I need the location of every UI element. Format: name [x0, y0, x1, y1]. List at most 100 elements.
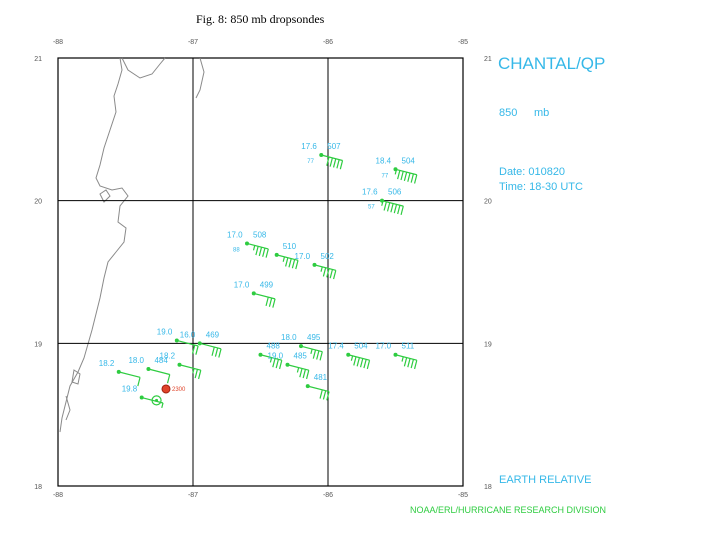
- barb-feather: [403, 171, 408, 182]
- barb-feather: [272, 298, 276, 308]
- height-label: 510: [283, 242, 297, 251]
- lon-tick-label: -88: [53, 492, 63, 499]
- dropsonde-station: 17.0 508 88: [227, 230, 269, 258]
- height-label: 506: [388, 188, 402, 197]
- dropsonde-station: 488: [258, 342, 283, 370]
- barb-feather: [278, 360, 283, 370]
- barb-feather: [288, 258, 292, 268]
- barb-feather: [265, 296, 269, 306]
- level-unit: mb: [534, 107, 550, 119]
- temperature-label: 17.4: [328, 342, 344, 351]
- barb-feather: [363, 359, 367, 369]
- dropsonde-station: 19.0: [157, 327, 199, 355]
- dropsonde-station: 17.6 507 77: [301, 142, 344, 170]
- lon-tick-label: -86: [323, 492, 333, 499]
- barb-feather: [403, 357, 408, 367]
- barb-feather: [332, 158, 337, 168]
- barb-feather: [194, 369, 198, 379]
- dropsonde-station: 18.4 504 77: [376, 156, 418, 184]
- center-fix-label: 2300: [172, 387, 186, 393]
- temperature-label: 18.2: [160, 352, 176, 361]
- lon-tick-label: -86: [323, 39, 333, 46]
- lat-tick-label: 20: [34, 199, 42, 206]
- barb-shaft: [348, 354, 370, 361]
- barb-shaft: [118, 371, 141, 378]
- barb-half-feather: [296, 367, 300, 373]
- height-label: 469: [206, 330, 220, 339]
- height-label: 495: [307, 333, 321, 342]
- barb-feather: [386, 202, 391, 212]
- barb-feather: [397, 170, 401, 180]
- dropsonde-station: 18.0 484: [128, 356, 171, 384]
- barb-feather: [397, 205, 401, 215]
- temperature-label: 17.0: [227, 230, 243, 239]
- barb-feather: [336, 159, 340, 169]
- temperature-label: 17.0: [295, 252, 311, 261]
- barb-feather: [166, 374, 171, 384]
- storm-center-fix: [161, 384, 171, 394]
- barb-feather: [316, 350, 320, 360]
- barb-feather: [326, 156, 330, 166]
- barb-feather: [191, 344, 196, 354]
- barb-feather: [285, 257, 289, 267]
- dropsonde-station: 17.4 504: [328, 342, 371, 370]
- barb-feather: [410, 359, 414, 369]
- dropsonde-station: 18.2: [99, 359, 141, 387]
- barb-feather: [329, 269, 333, 279]
- height-label: 511: [402, 342, 415, 351]
- barb-shaft: [179, 364, 201, 371]
- barb-feather: [407, 358, 411, 368]
- barb-feather: [339, 160, 344, 170]
- lon-tick-label: -85: [458, 39, 468, 46]
- axis-ticks: -88 -88 -87 -87 -86 -86 -85 -85 21 21 20 20 19 19 18 18: [34, 39, 492, 499]
- barb-feather: [214, 347, 219, 357]
- eye-dot: [155, 398, 159, 402]
- dropsonde-station: 17.0 499: [234, 280, 276, 308]
- barb-feather: [359, 358, 364, 368]
- lat-tick-label: 18: [484, 484, 492, 491]
- eye-ring: [151, 395, 162, 406]
- dropsonde-station: 17.6 506 57: [362, 188, 404, 216]
- barb-feather: [390, 203, 394, 213]
- barb-feather: [366, 360, 371, 370]
- temperature-label: 17.6: [362, 188, 378, 197]
- temperature-label: 18.0: [281, 333, 297, 342]
- height-label: 488: [267, 342, 281, 351]
- temperature-label: 17.6: [301, 142, 317, 151]
- temperature-label: 19.0: [268, 352, 284, 361]
- barb-feather: [393, 204, 398, 214]
- barb-feather: [400, 205, 404, 216]
- credit-line: NOAA/ERL/HURRICANE RESEARCH DIVISION: [410, 505, 607, 515]
- dewpoint-label: 88: [233, 247, 240, 253]
- dewpoint-label: 77: [307, 159, 314, 165]
- barb-half-feather: [401, 356, 404, 362]
- lon-tick-label: -88: [53, 39, 63, 46]
- barb-feather: [305, 370, 310, 380]
- lon-tick-label: -87: [188, 39, 198, 46]
- dropsonde-station: 481: [305, 373, 330, 401]
- barb-feather: [291, 259, 296, 269]
- barb-feather: [137, 377, 141, 387]
- barb-feather: [258, 247, 263, 257]
- lat-tick-label: 18: [34, 484, 42, 491]
- dropsonde-station: 18.0 495: [281, 333, 323, 361]
- date-line: Date: 010820: [499, 166, 566, 178]
- temperature-label: 18.0: [128, 356, 144, 365]
- dropsonde-station: 17.0 511: [376, 342, 418, 370]
- barb-feather: [295, 260, 299, 270]
- barb-shaft: [395, 354, 417, 361]
- lat-tick-label: 21: [484, 56, 492, 63]
- coastline-south: [65, 369, 81, 421]
- barb-shaft: [314, 264, 336, 271]
- coastline: [59, 57, 205, 433]
- island-cozumel: [99, 189, 111, 203]
- dewpoint-label: 57: [368, 205, 375, 211]
- barb-feather: [322, 267, 327, 277]
- barb-shaft: [260, 354, 282, 361]
- height-label: 481: [314, 373, 328, 382]
- dropsonde-station: 17.0 502: [295, 252, 337, 280]
- lat-tick-label: 19: [484, 341, 492, 348]
- map-frame: [57, 57, 464, 487]
- dropsonde-station: 19.0 485: [268, 352, 310, 380]
